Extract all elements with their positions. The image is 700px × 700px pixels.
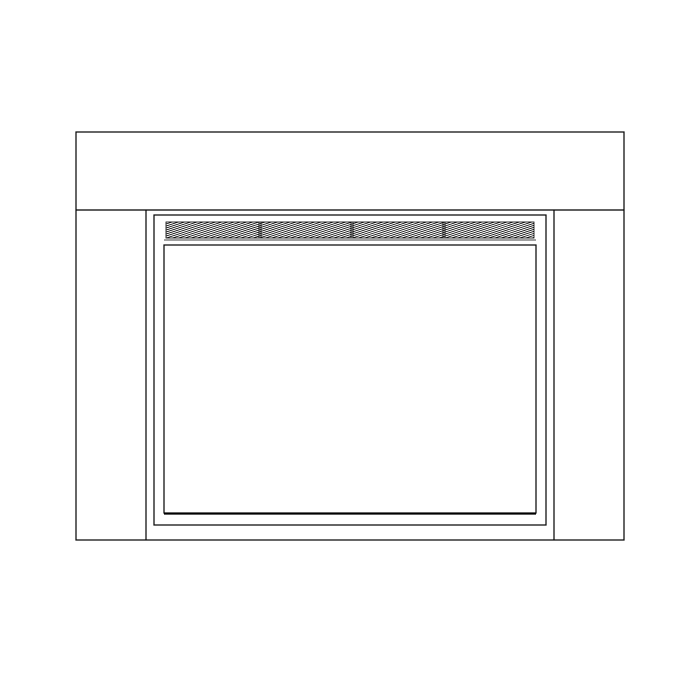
fireplace-line-drawing <box>0 0 700 700</box>
